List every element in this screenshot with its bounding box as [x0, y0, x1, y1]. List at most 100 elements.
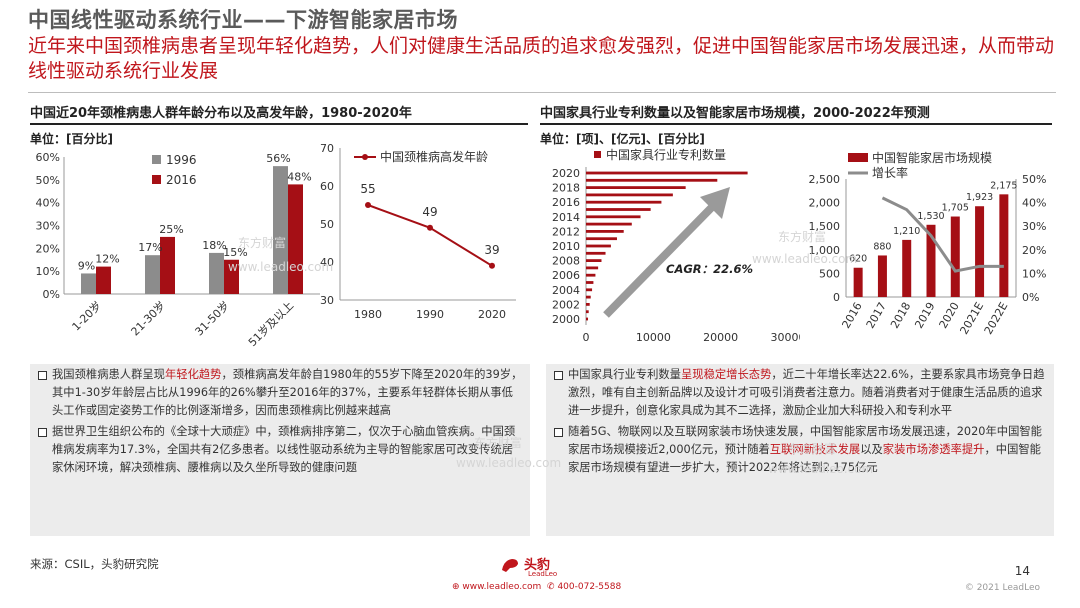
data-label: 9%	[78, 259, 95, 272]
age-distribution-bar-chart: 0% 10% 20% 30% 40% 50% 60% 1-20岁 21-30岁 31-50岁 51岁…	[36, 151, 320, 349]
y-tick-label: 2004	[552, 284, 580, 297]
watermark: 东方财富	[788, 442, 837, 456]
y-tick-label: 30%	[36, 220, 60, 233]
bullet-item: 中国家具行业专利数量呈现稳定增长态势，近二十年增长率达22.6%，主要系家具市场…	[552, 366, 1048, 420]
bullet-icon	[554, 428, 563, 437]
legend-label: 中国智能家居市场规模	[872, 150, 992, 165]
y-tick-label: 2,500	[809, 173, 841, 186]
legend-swatch	[152, 155, 161, 164]
y-tick-label: 2014	[552, 211, 580, 224]
right-bullet-box: 中国家具行业专利数量呈现稳定增长态势，近二十年增长率达22.6%，主要系家具市场…	[546, 364, 1054, 536]
y-tick-label: 60%	[36, 151, 60, 164]
watermark: 东方财富	[238, 236, 287, 250]
data-label: 620	[849, 254, 867, 265]
x-tick-label: 1980	[354, 308, 382, 321]
bar-2000	[586, 317, 589, 321]
data-label: 1,530	[917, 211, 944, 222]
page-title: 中国线性驱动系统行业——下游智能家居市场	[28, 8, 458, 32]
category-label: 51岁及以上	[245, 298, 296, 349]
x-tick-label: 20000	[703, 331, 738, 343]
contact-line: ⊕ www.leadleo.com ✆ 400-072-5588	[452, 582, 621, 592]
phone-number: 400-072-5588	[557, 582, 622, 592]
left-unit: 单位：[百分比]	[30, 132, 113, 146]
x-tick-label: 0	[583, 331, 590, 343]
bar-2011	[586, 237, 617, 241]
bar-2016	[96, 266, 111, 294]
y-tick-label: 2020	[552, 167, 580, 180]
onset-age-line-chart: 30 40 50 60 70 1980 1990 2020 55 49 39 中国颈椎病高发年龄	[320, 142, 516, 321]
globe-icon: ⊕	[452, 582, 460, 592]
bar-2016	[288, 184, 303, 294]
watermark: www.leadleo.com	[752, 252, 858, 266]
y-tick-label: 30	[320, 294, 334, 307]
y-tick-label: 60	[320, 180, 334, 193]
bar-2018	[902, 239, 912, 297]
data-label: 17%	[138, 241, 162, 254]
legend-label: 1996	[166, 153, 197, 167]
x-tick-label: 2020	[478, 308, 506, 321]
y2-tick-label: 40%	[1022, 197, 1046, 210]
watermark: www.leadleo.com	[456, 456, 562, 470]
website-link[interactable]: www.leadleo.com	[462, 582, 542, 592]
watermark: www.leadleo.com	[228, 260, 334, 274]
bar-2009	[586, 251, 606, 255]
bullet-icon	[554, 371, 563, 380]
x-tick-label: 1990	[416, 308, 444, 321]
left-panel-rule	[30, 123, 528, 125]
y2-tick-label: 30%	[1022, 220, 1046, 233]
data-label: 2,175	[990, 180, 1017, 191]
bar-2022E	[999, 194, 1009, 297]
y-tick-label: 40%	[36, 197, 60, 210]
y2-tick-label: 0%	[1022, 291, 1039, 304]
y-tick-label: 0%	[43, 288, 60, 301]
left-bullet-box: 我国颈椎病患人群呈现年轻化趋势，颈椎病高发年龄自1980年的55岁下降至2020…	[30, 364, 530, 536]
bar-1996	[81, 273, 96, 294]
y-tick-label: 2018	[552, 182, 580, 195]
bar-2013	[586, 222, 632, 226]
phone-icon: ✆	[547, 582, 555, 592]
bar-2019	[926, 224, 936, 297]
page-number: 14	[1014, 564, 1030, 578]
y2-tick-label: 50%	[1022, 173, 1046, 186]
y2-tick-label: 10%	[1022, 267, 1046, 280]
category-label: 21-30岁	[128, 298, 168, 338]
line-point	[365, 202, 371, 208]
legend-label: 中国家具行业专利数量	[606, 147, 726, 162]
y-tick-label: 2012	[552, 225, 580, 238]
legend-swatch	[152, 175, 161, 184]
bar-2005	[586, 281, 594, 284]
data-label: 49	[422, 205, 437, 219]
growth-rate-line	[881, 196, 1004, 273]
smart-home-market-chart: 0 500 1,000 1,500 2,000 2,500 0% 10% 20% 30% 40% 50…	[809, 150, 1047, 337]
bar-2012	[586, 230, 624, 233]
bar-2017	[586, 193, 673, 197]
category-label: 2016	[839, 300, 864, 331]
bar-2019	[586, 178, 718, 182]
brand-logo-sub: LeadLeo	[528, 570, 558, 578]
bar-2016	[160, 236, 175, 294]
legend-marker	[362, 154, 368, 160]
y-tick-label: 2016	[552, 196, 580, 209]
data-label: 25%	[159, 223, 183, 236]
bar-1996	[209, 252, 224, 294]
category-label: 1-20岁	[69, 298, 104, 333]
legend-swatch	[848, 153, 868, 162]
y-tick-label: 50	[320, 218, 334, 231]
bar-1996	[145, 255, 160, 294]
copyright: © 2021 LeadLeo	[964, 583, 1040, 593]
data-label: 55	[360, 182, 375, 196]
bar-2020	[950, 216, 960, 297]
bar-2004	[586, 288, 593, 292]
y-tick-label: 1,500	[809, 220, 841, 233]
y-tick-label: 40	[320, 256, 334, 269]
page-subtitle: 近年来中国颈椎病患者呈现年轻化趋势，人们对健康生活品质的追求愈发强烈，促进中国智…	[28, 35, 1055, 82]
legend-label: 2016	[166, 173, 197, 187]
category-label: 2017	[864, 300, 889, 331]
y-tick-label: 10%	[36, 265, 60, 278]
y-tick-label: 2008	[552, 255, 580, 268]
bar-2020	[586, 171, 748, 175]
data-label: 18%	[202, 239, 226, 252]
data-label: 15%	[223, 246, 247, 259]
cagr-annotation: CAGR：22.6%	[666, 262, 753, 276]
